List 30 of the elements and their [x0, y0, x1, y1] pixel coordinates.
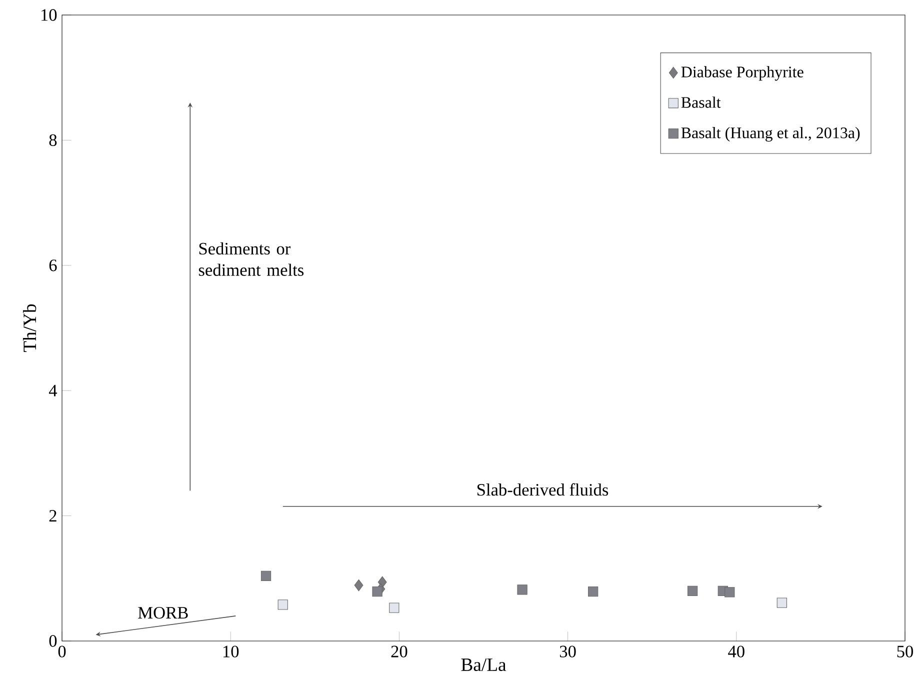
point: [278, 600, 288, 610]
annotation: MORB: [138, 606, 188, 619]
legend-label: Diabase Porphyrite: [681, 66, 804, 81]
point: [776, 598, 787, 608]
y-tick-label: 8: [49, 134, 57, 146]
x-tick-label: 50: [897, 646, 914, 658]
point: [372, 586, 382, 597]
x-axis-title: Ba/La: [461, 658, 506, 672]
legend-label: Basalt: [681, 96, 721, 108]
y-tick-label: 4: [48, 384, 58, 396]
annotation: Slab-derived fluids: [477, 483, 608, 496]
x-tick-label: 30: [560, 646, 576, 658]
x-tick-label: 10: [223, 646, 239, 658]
annotation: Sediments or sediment melts: [198, 242, 304, 276]
point: [517, 584, 528, 595]
x-tick-label: 20: [391, 646, 408, 658]
x-tick-label: 0: [58, 646, 66, 658]
y-tick-label: 2: [49, 510, 56, 522]
y-tick-label: 0: [49, 635, 57, 647]
point: [389, 602, 400, 613]
point: [260, 570, 272, 581]
y-axis-title: Th/Yb: [22, 304, 36, 352]
point: [354, 579, 364, 592]
x-tick-label: 40: [728, 646, 744, 658]
point: [588, 586, 598, 597]
point: [687, 586, 698, 596]
y-tick-label: 6: [49, 260, 57, 272]
point: [724, 587, 735, 598]
y-tick-label: 10: [41, 9, 57, 21]
legend-label: Basalt (Huang et al., 2013a): [681, 127, 860, 142]
